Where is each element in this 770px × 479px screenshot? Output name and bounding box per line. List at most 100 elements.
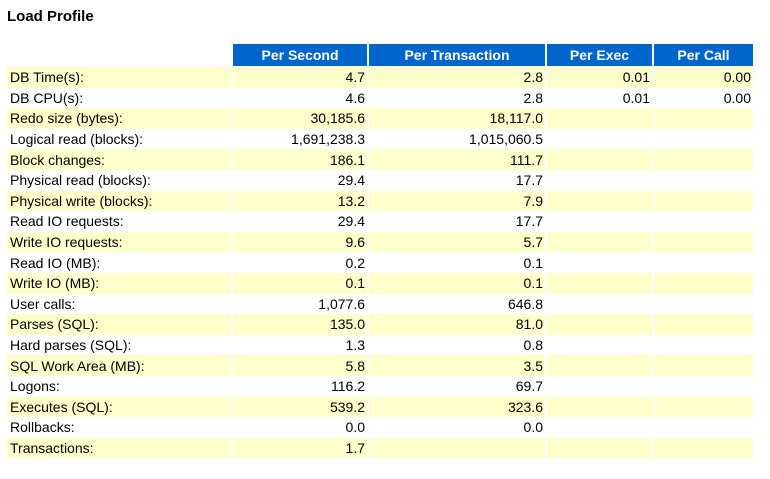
per-exec-cell	[547, 149, 652, 170]
per-call-cell	[654, 211, 753, 232]
statistic-name-cell: Block changes:	[7, 149, 231, 170]
page-title: Load Profile	[7, 8, 94, 25]
load-profile-table: Per Second Per Transaction Per Exec Per …	[5, 44, 755, 459]
per-call-cell	[654, 169, 753, 191]
per-call-cell	[654, 375, 753, 397]
per-second-cell: 135.0	[233, 314, 367, 335]
per-exec-cell: 0.01	[547, 67, 652, 88]
per-transaction-cell: 17.7	[369, 169, 545, 191]
column-header-statistic	[7, 44, 231, 67]
per-call-cell	[654, 149, 753, 170]
per-call-cell	[654, 272, 753, 294]
statistic-name-cell: Hard parses (SQL):	[7, 334, 231, 356]
statistic-name-cell: User calls:	[7, 293, 231, 315]
statistic-name-cell: Write IO (MB):	[7, 272, 231, 294]
table-row: Logons: 116.2 69.7	[7, 375, 753, 397]
per-exec-cell	[547, 211, 652, 232]
per-exec-cell	[547, 231, 652, 253]
table-row: Read IO (MB): 0.2 0.1	[7, 252, 753, 273]
statistic-name-cell: Rollbacks:	[7, 417, 231, 438]
per-exec-cell	[547, 272, 652, 294]
per-exec-cell	[547, 252, 652, 273]
statistic-name-cell: Write IO requests:	[7, 231, 231, 253]
per-second-cell: 29.4	[233, 169, 367, 191]
per-call-cell: 0.00	[654, 67, 753, 88]
statistic-name-cell: DB CPU(s):	[7, 87, 231, 109]
table-row: User calls: 1,077.6 646.8	[7, 293, 753, 315]
table-row: Redo size (bytes): 30,185.6 18,117.0	[7, 108, 753, 129]
table-row: Physical read (blocks): 29.4 17.7	[7, 169, 753, 191]
per-call-cell	[654, 293, 753, 315]
table-header-row: Per Second Per Transaction Per Exec Per …	[7, 44, 753, 67]
statistic-name-cell: SQL Work Area (MB):	[7, 355, 231, 376]
per-exec-cell	[547, 293, 652, 315]
per-transaction-cell: 81.0	[369, 314, 545, 335]
per-transaction-cell: 18,117.0	[369, 108, 545, 129]
per-call-cell	[654, 128, 753, 150]
per-transaction-cell: 1,015,060.5	[369, 128, 545, 150]
per-exec-cell: 0.01	[547, 87, 652, 109]
per-second-cell: 1,077.6	[233, 293, 367, 315]
per-transaction-cell: 646.8	[369, 293, 545, 315]
per-second-cell: 116.2	[233, 375, 367, 397]
table-row: Executes (SQL): 539.2 323.6	[7, 396, 753, 418]
table-row: Block changes: 186.1 111.7	[7, 149, 753, 170]
table-row: Transactions: 1.7	[7, 437, 753, 459]
per-transaction-cell: 111.7	[369, 149, 545, 170]
per-second-cell: 0.1	[233, 272, 367, 294]
per-second-cell: 0.2	[233, 252, 367, 273]
per-call-cell	[654, 252, 753, 273]
per-second-cell: 9.6	[233, 231, 367, 253]
per-transaction-cell: 0.8	[369, 334, 545, 356]
table-row: Write IO (MB): 0.1 0.1	[7, 272, 753, 294]
per-call-cell	[654, 417, 753, 438]
table-row: DB CPU(s): 4.6 2.8 0.01 0.00	[7, 87, 753, 109]
statistic-name-cell: Executes (SQL):	[7, 396, 231, 418]
per-transaction-cell: 0.1	[369, 252, 545, 273]
per-exec-cell	[547, 314, 652, 335]
per-exec-cell	[547, 417, 652, 438]
table-row: Hard parses (SQL): 1.3 0.8	[7, 334, 753, 356]
table-row: Write IO requests: 9.6 5.7	[7, 231, 753, 253]
per-transaction-cell	[369, 437, 545, 459]
table-row: Physical write (blocks): 13.2 7.9	[7, 190, 753, 212]
per-transaction-cell: 3.5	[369, 355, 545, 376]
per-transaction-cell: 0.1	[369, 272, 545, 294]
table-row: Rollbacks: 0.0 0.0	[7, 417, 753, 438]
per-exec-cell	[547, 128, 652, 150]
table-row: SQL Work Area (MB): 5.8 3.5	[7, 355, 753, 376]
column-header-per-second: Per Second	[233, 44, 367, 67]
table-row: Parses (SQL): 135.0 81.0	[7, 314, 753, 335]
per-second-cell: 4.7	[233, 67, 367, 88]
column-header-per-exec: Per Exec	[547, 44, 652, 67]
table-row: Logical read (blocks): 1,691,238.3 1,015,0…	[7, 128, 753, 150]
per-exec-cell	[547, 396, 652, 418]
per-second-cell: 1,691,238.3	[233, 128, 367, 150]
statistic-name-cell: Physical write (blocks):	[7, 190, 231, 212]
per-call-cell	[654, 437, 753, 459]
table-body: DB Time(s): 4.7 2.8 0.01 0.00 DB CPU(s): 4.6 2.…	[7, 67, 753, 459]
per-call-cell	[654, 108, 753, 129]
per-transaction-cell: 5.7	[369, 231, 545, 253]
per-second-cell: 539.2	[233, 396, 367, 418]
statistic-name-cell: Logons:	[7, 375, 231, 397]
per-call-cell: 0.00	[654, 87, 753, 109]
per-transaction-cell: 2.8	[369, 87, 545, 109]
statistic-name-cell: Redo size (bytes):	[7, 108, 231, 129]
statistic-name-cell: Transactions:	[7, 437, 231, 459]
per-call-cell	[654, 314, 753, 335]
per-exec-cell	[547, 355, 652, 376]
statistic-name-cell: Read IO requests:	[7, 211, 231, 232]
per-second-cell: 1.7	[233, 437, 367, 459]
table-row: DB Time(s): 4.7 2.8 0.01 0.00	[7, 67, 753, 88]
per-transaction-cell: 7.9	[369, 190, 545, 212]
per-second-cell: 29.4	[233, 211, 367, 232]
per-second-cell: 4.6	[233, 87, 367, 109]
per-call-cell	[654, 190, 753, 212]
column-header-per-call: Per Call	[654, 44, 753, 67]
per-exec-cell	[547, 190, 652, 212]
per-exec-cell	[547, 437, 652, 459]
statistic-name-cell: DB Time(s):	[7, 67, 231, 88]
per-call-cell	[654, 396, 753, 418]
per-second-cell: 30,185.6	[233, 108, 367, 129]
